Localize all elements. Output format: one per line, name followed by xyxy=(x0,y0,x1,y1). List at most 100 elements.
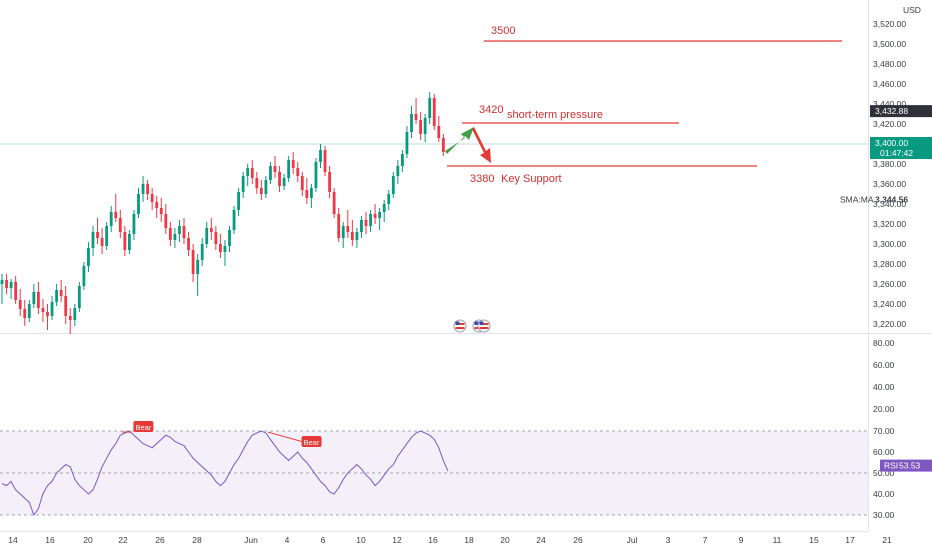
us-flag-canton xyxy=(455,321,460,325)
date-tick: 16 xyxy=(45,535,55,545)
date-tick: 11 xyxy=(773,535,782,545)
date-tick: 12 xyxy=(392,535,402,545)
level-3420-note: short-term pressure xyxy=(507,109,603,121)
candle-body xyxy=(428,98,432,118)
candle-body xyxy=(414,114,418,120)
bear-label-bg xyxy=(301,436,322,447)
candle-body xyxy=(100,238,104,246)
candle-body xyxy=(223,246,227,252)
us-flag-stripe xyxy=(479,323,489,325)
candle-body xyxy=(128,234,131,250)
us-flag-stripe xyxy=(455,323,465,325)
candle-body xyxy=(118,218,122,232)
candle-body xyxy=(282,178,286,186)
candle-body xyxy=(319,150,322,162)
candle-body xyxy=(178,226,181,234)
candle-body xyxy=(314,162,318,188)
candle-body xyxy=(228,230,231,246)
candle-body xyxy=(91,232,95,248)
candle-body xyxy=(405,132,409,154)
candle-body xyxy=(141,184,145,194)
candle-body xyxy=(423,118,427,134)
candle-body xyxy=(14,282,18,300)
candle-body xyxy=(214,232,218,244)
candle-body xyxy=(332,192,336,214)
date-tick: 16 xyxy=(428,535,438,545)
price-tick: 3,380.00 xyxy=(873,159,906,169)
date-tick: Jul xyxy=(627,535,638,545)
candle-body xyxy=(137,194,140,214)
date-tick: 26 xyxy=(155,535,165,545)
candle-body xyxy=(437,126,441,138)
bear-label: Bear xyxy=(135,423,151,432)
date-tick: 3 xyxy=(666,535,671,545)
candle-body xyxy=(155,202,159,208)
rsi-tick: 70.00 xyxy=(873,426,895,436)
candle-body xyxy=(237,192,240,210)
candle-body xyxy=(278,172,281,186)
candle-body xyxy=(305,190,309,198)
candle-body xyxy=(391,176,395,194)
candle-body xyxy=(387,194,391,204)
candle-body xyxy=(191,250,195,274)
candle-body xyxy=(291,160,295,168)
candle-body xyxy=(27,304,31,318)
volume-panel-tick: 60.00 xyxy=(873,360,895,370)
volume-panel-tick: 80.00 xyxy=(873,338,895,348)
candle-body xyxy=(105,226,109,246)
us-flag-stripe xyxy=(479,327,489,329)
candle-body xyxy=(68,316,72,320)
price-tick: 3,420.00 xyxy=(873,119,906,129)
price-tick: 3,360.00 xyxy=(873,179,906,189)
candle-body xyxy=(341,226,345,238)
candle-body xyxy=(41,308,45,312)
candle-body xyxy=(46,312,49,316)
level-3380-label: 3380 xyxy=(470,173,494,185)
candle-body xyxy=(77,286,81,308)
candle-body xyxy=(296,168,300,176)
level-3500-label: 3500 xyxy=(491,25,515,37)
date-tick: 24 xyxy=(536,535,546,545)
price-tick: 3,260.00 xyxy=(873,279,906,289)
candle-body xyxy=(164,214,168,228)
candle-body xyxy=(96,232,99,238)
high-price-badge xyxy=(870,105,932,118)
price-tick: 3,520.00 xyxy=(873,19,906,29)
date-tick: 21 xyxy=(882,535,892,545)
candle-body xyxy=(432,98,436,126)
candle-body xyxy=(328,172,331,192)
rsi-tick: 60.00 xyxy=(873,447,895,457)
candle-body xyxy=(355,232,359,240)
candle-body xyxy=(410,114,413,132)
level-3420-label: 3420 xyxy=(479,104,503,116)
candle-body xyxy=(382,204,386,212)
date-tick: 7 xyxy=(703,535,708,545)
candle-body xyxy=(396,166,400,176)
candle-body xyxy=(350,232,354,240)
candle-body xyxy=(232,210,236,230)
candle-body xyxy=(64,296,68,316)
red-arrow-icon xyxy=(472,127,491,163)
high-price-value: 3,432.88 xyxy=(875,106,908,116)
candle-body xyxy=(419,120,422,134)
rsi-value-badge xyxy=(880,459,932,472)
date-tick: 10 xyxy=(356,535,366,545)
candle-body xyxy=(109,212,113,226)
us-flag-canton xyxy=(479,321,484,325)
date-tick: 22 xyxy=(118,535,128,545)
price-tick: 3,460.00 xyxy=(873,79,906,89)
candle-body xyxy=(73,308,77,320)
candle-body xyxy=(123,232,127,250)
candle-body xyxy=(337,214,341,238)
price-tick: 3,500.00 xyxy=(873,39,906,49)
candle-body xyxy=(150,194,154,202)
candle-body xyxy=(346,226,350,232)
price-tick: 3,480.00 xyxy=(873,59,906,69)
price-tick: 3,220.00 xyxy=(873,319,906,329)
candle-body xyxy=(182,226,186,238)
candle-body xyxy=(310,188,313,198)
candle-body xyxy=(132,214,136,234)
date-tick: 15 xyxy=(809,535,819,545)
bear-label: Bear xyxy=(304,438,320,447)
